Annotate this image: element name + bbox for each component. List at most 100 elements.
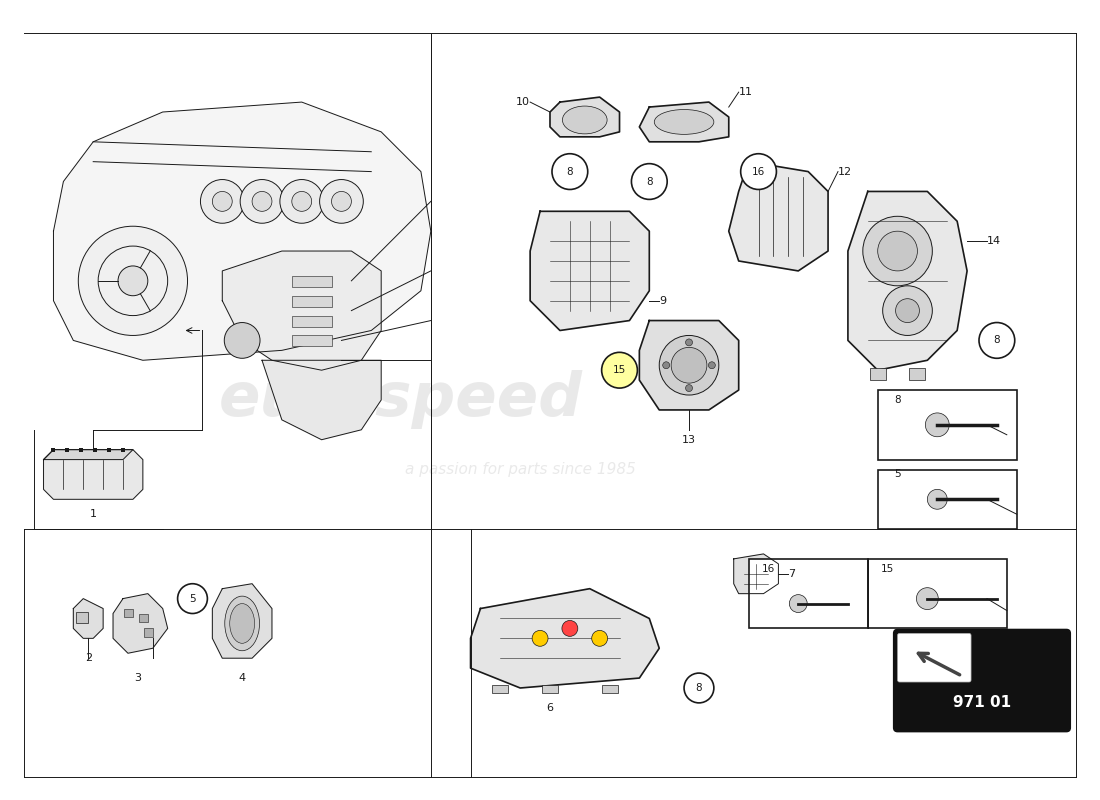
Text: 10: 10 — [516, 97, 530, 107]
Text: 1: 1 — [90, 510, 97, 519]
Circle shape — [685, 339, 693, 346]
Text: 12: 12 — [838, 166, 853, 177]
Circle shape — [740, 154, 777, 190]
Circle shape — [240, 179, 284, 223]
Bar — [139, 614, 147, 622]
Bar — [749, 559, 868, 629]
Circle shape — [916, 588, 938, 610]
Polygon shape — [734, 554, 779, 594]
Text: 8: 8 — [894, 395, 901, 405]
Bar — [52, 448, 55, 452]
FancyBboxPatch shape — [898, 634, 971, 682]
Bar — [542, 685, 558, 693]
Circle shape — [927, 490, 947, 510]
Text: 5: 5 — [189, 594, 196, 604]
Polygon shape — [222, 251, 382, 370]
Text: 8: 8 — [993, 335, 1000, 346]
Circle shape — [552, 154, 587, 190]
Circle shape — [631, 164, 668, 199]
Text: 8: 8 — [646, 177, 652, 186]
Circle shape — [177, 584, 208, 614]
Text: 3: 3 — [134, 673, 142, 683]
Circle shape — [602, 352, 637, 388]
Text: 2: 2 — [85, 653, 91, 663]
Polygon shape — [550, 97, 619, 137]
Bar — [878, 390, 1016, 459]
Bar — [121, 448, 125, 452]
Circle shape — [659, 335, 718, 395]
Circle shape — [78, 226, 187, 335]
Circle shape — [684, 673, 714, 703]
Bar — [868, 559, 1007, 629]
Text: eurospeed: eurospeed — [219, 370, 583, 430]
Circle shape — [292, 191, 311, 211]
Bar — [124, 609, 133, 618]
Bar — [94, 448, 97, 452]
Bar — [602, 685, 617, 693]
Polygon shape — [728, 162, 828, 271]
Polygon shape — [639, 321, 739, 410]
Circle shape — [200, 179, 244, 223]
Bar — [79, 448, 84, 452]
Polygon shape — [54, 102, 431, 360]
Circle shape — [212, 191, 232, 211]
Bar — [292, 315, 331, 326]
Circle shape — [895, 298, 920, 322]
Bar — [910, 368, 925, 380]
Ellipse shape — [224, 596, 260, 650]
Polygon shape — [44, 450, 143, 499]
FancyBboxPatch shape — [893, 630, 1070, 732]
Bar — [292, 335, 331, 346]
Circle shape — [671, 347, 707, 383]
Circle shape — [320, 179, 363, 223]
Bar — [107, 448, 111, 452]
Text: 4: 4 — [239, 673, 245, 683]
Bar — [493, 685, 508, 693]
Text: 16: 16 — [752, 166, 766, 177]
Circle shape — [592, 630, 607, 646]
Bar — [144, 629, 153, 638]
Circle shape — [925, 413, 949, 437]
Circle shape — [685, 385, 693, 391]
Bar — [292, 276, 331, 286]
Circle shape — [878, 231, 917, 271]
Circle shape — [862, 216, 933, 286]
Circle shape — [979, 322, 1014, 358]
Polygon shape — [639, 102, 728, 142]
Text: 6: 6 — [547, 703, 553, 713]
Text: 8: 8 — [566, 166, 573, 177]
Circle shape — [562, 621, 578, 636]
Circle shape — [662, 362, 670, 369]
Text: 15: 15 — [613, 366, 626, 375]
Bar — [292, 296, 331, 306]
Polygon shape — [262, 360, 382, 440]
Ellipse shape — [654, 110, 714, 134]
Polygon shape — [44, 450, 133, 459]
Text: 5: 5 — [894, 470, 901, 479]
Circle shape — [790, 594, 807, 613]
Ellipse shape — [562, 106, 607, 134]
Text: 971 01: 971 01 — [953, 695, 1011, 710]
Circle shape — [224, 322, 260, 358]
Text: 13: 13 — [682, 434, 696, 445]
Circle shape — [882, 286, 933, 335]
Bar — [65, 448, 69, 452]
Text: 15: 15 — [881, 564, 894, 574]
Circle shape — [532, 630, 548, 646]
Polygon shape — [471, 589, 659, 688]
Text: 14: 14 — [987, 236, 1001, 246]
Text: 9: 9 — [659, 296, 667, 306]
Text: 16: 16 — [762, 564, 776, 574]
Polygon shape — [848, 191, 967, 370]
Text: a passion for parts since 1985: a passion for parts since 1985 — [405, 462, 636, 477]
Circle shape — [708, 362, 715, 369]
Text: 11: 11 — [739, 87, 752, 97]
Text: 7: 7 — [789, 569, 795, 578]
Circle shape — [331, 191, 351, 211]
Bar — [870, 368, 886, 380]
Circle shape — [252, 191, 272, 211]
Bar — [76, 611, 88, 623]
Circle shape — [118, 266, 147, 296]
Polygon shape — [530, 211, 649, 330]
Circle shape — [98, 246, 167, 315]
